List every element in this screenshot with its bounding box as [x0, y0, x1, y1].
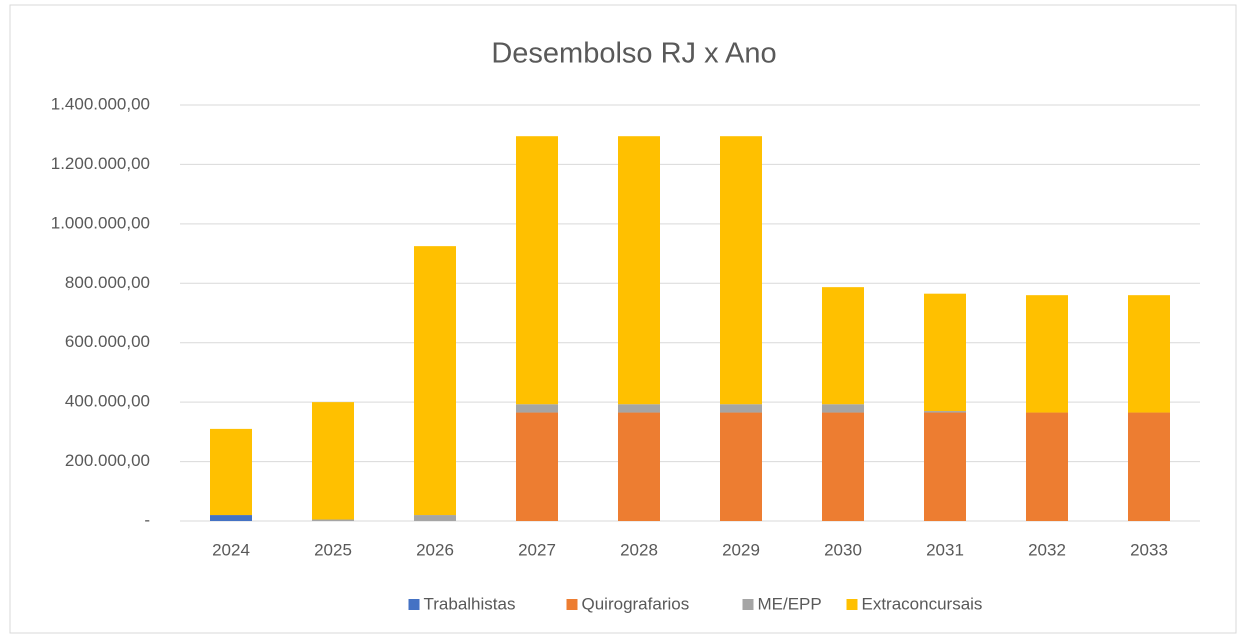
legend-label: Extraconcursais — [862, 594, 983, 613]
y-tick-label: 800.000,00 — [65, 273, 150, 292]
x-tick-label: 2027 — [518, 540, 556, 559]
legend-label: Trabalhistas — [424, 594, 516, 613]
bar-segment — [516, 412, 558, 521]
legend-swatch — [846, 599, 858, 610]
bar-segment — [822, 412, 864, 521]
bar-segment — [516, 404, 558, 413]
bar-segment — [1026, 295, 1068, 413]
bar-segment — [924, 412, 966, 521]
bar-segment — [312, 519, 354, 521]
y-tick-label: 1.200.000,00 — [51, 154, 150, 173]
bar-segment — [210, 428, 252, 516]
bar-segment — [924, 293, 966, 412]
x-tick-label: 2030 — [824, 540, 862, 559]
bar-segment — [618, 412, 660, 521]
bar-segment — [822, 287, 864, 405]
bar-segment — [1026, 412, 1068, 521]
bar-segment — [312, 402, 354, 520]
x-tick-label: 2024 — [212, 540, 250, 559]
y-tick-label: 400.000,00 — [65, 392, 150, 411]
bar-segment — [618, 136, 660, 405]
bar-segment — [720, 136, 762, 405]
x-tick-label: 2029 — [722, 540, 760, 559]
y-tick-label: - — [144, 510, 150, 529]
bar-segment — [618, 404, 660, 413]
legend-swatch — [408, 599, 420, 610]
y-tick-label: 1.000.000,00 — [51, 213, 150, 232]
y-tick-label: 200.000,00 — [65, 451, 150, 470]
x-tick-label: 2028 — [620, 540, 658, 559]
y-tick-label: 600.000,00 — [65, 332, 150, 351]
legend-swatch — [742, 599, 754, 610]
bar-segment — [720, 412, 762, 521]
bar-segment — [516, 136, 558, 405]
x-tick-label: 2033 — [1130, 540, 1168, 559]
x-tick-label: 2025 — [314, 540, 352, 559]
y-tick-label: 1.400.000,00 — [51, 94, 150, 113]
bar-segment — [924, 411, 966, 413]
x-tick-label: 2026 — [416, 540, 454, 559]
bar-segment — [414, 246, 456, 516]
bar-segment — [210, 515, 252, 521]
bar-segment — [1128, 295, 1170, 413]
bar-segment — [1128, 412, 1170, 521]
x-tick-label: 2032 — [1028, 540, 1066, 559]
legend-label: Quirografarios — [582, 594, 690, 613]
bar-segment — [414, 515, 456, 521]
legend-label: ME/EPP — [758, 594, 822, 613]
legend-swatch — [566, 599, 578, 610]
chart-title: Desembolso RJ x Ano — [491, 38, 776, 70]
bar-segment — [822, 404, 864, 413]
bar-segment — [720, 404, 762, 413]
x-tick-label: 2031 — [926, 540, 964, 559]
